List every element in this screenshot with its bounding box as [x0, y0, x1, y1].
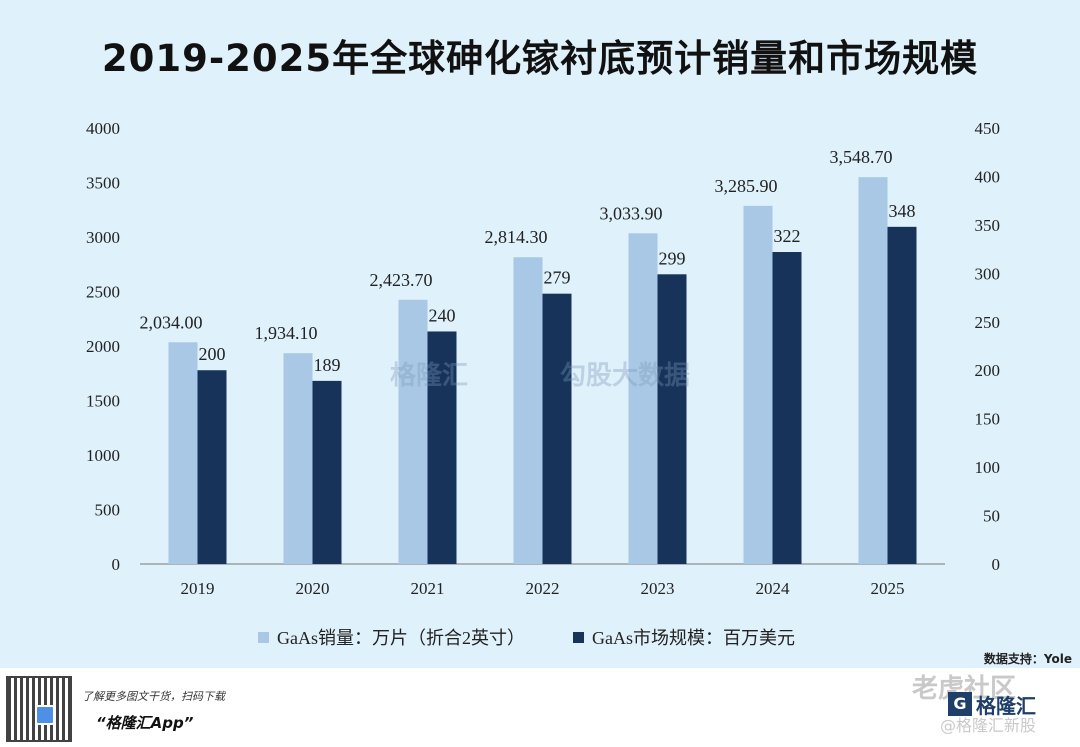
data-label-market: 200	[199, 344, 226, 364]
bar-volume	[628, 233, 658, 564]
x-tick-label: 2021	[411, 579, 445, 598]
chart-title: 2019-2025年全球砷化镓衬底预计销量和市场规模	[101, 37, 979, 80]
y-right-tick-label: 400	[975, 167, 1001, 186]
y-left-tick-label: 0	[112, 555, 121, 574]
data-label-market: 240	[429, 305, 456, 325]
bar-volume	[513, 257, 543, 564]
x-tick-label: 2023	[641, 579, 675, 598]
legend-item-market: GaAs市场规模：百万美元	[573, 624, 795, 650]
data-label-market: 279	[544, 268, 571, 288]
bar-market	[312, 380, 342, 564]
x-tick-label: 2022	[526, 579, 560, 598]
watermark-handle: @格隆汇新股	[940, 716, 1037, 735]
y-left-tick-label: 1000	[86, 446, 120, 465]
watermark-gelonghui: 格隆汇	[390, 361, 469, 391]
y-left-tick-label: 500	[95, 501, 121, 520]
footer-banner: 了解更多图文干货，扫码下载 “格隆汇App”	[0, 668, 1080, 747]
y-right-tick-label: 450	[975, 119, 1001, 138]
bar-volume	[858, 177, 888, 564]
y-right-tick-label: 200	[975, 361, 1001, 380]
y-left-tick-label: 2000	[86, 337, 120, 356]
watermark-gougu: 勾股大数据	[560, 361, 691, 391]
y-right-tick-label: 300	[975, 264, 1001, 283]
data-label-volume: 2,034.00	[140, 312, 203, 332]
bar-volume	[743, 205, 773, 564]
x-tick-label: 2019	[181, 579, 215, 598]
bar-market	[542, 293, 572, 564]
data-label-market: 322	[774, 226, 801, 246]
y-left-tick-label: 1500	[86, 392, 120, 411]
chart-legend: GaAs销量：万片（折合2英寸） GaAs市场规模：百万美元	[258, 624, 795, 650]
qr-logo-icon	[35, 705, 55, 725]
bar-volume	[168, 342, 198, 564]
legend-item-volume: GaAs销量：万片（折合2英寸）	[258, 624, 525, 650]
x-tick-label: 2024	[756, 579, 791, 598]
data-label-volume: 2,423.70	[370, 270, 433, 290]
brand-name: 格隆汇	[976, 694, 1036, 718]
data-label-volume: 1,934.10	[255, 323, 318, 343]
y-right-tick-label: 50	[983, 507, 1000, 526]
chart-svg: 0 500 1000 1500 2000 2500 3000 3500 4000 0 50 100 15…	[86, 119, 1001, 598]
y-right-tick-label: 350	[975, 216, 1001, 235]
data-label-volume: 2,814.30	[485, 227, 548, 247]
data-label-market: 189	[314, 355, 341, 375]
bar-market	[427, 331, 457, 564]
data-source: 数据支持：Yole	[983, 652, 1072, 666]
legend-swatch-market	[573, 631, 584, 643]
data-label-market: 348	[889, 201, 916, 221]
y-right-tick-label: 150	[975, 410, 1001, 429]
footer-app-name: “格隆汇App”	[96, 714, 194, 732]
y-left-tick-label: 3500	[86, 174, 120, 193]
footer-promo-text: 了解更多图文干货，扫码下载	[82, 690, 225, 703]
legend-swatch-volume	[258, 631, 269, 643]
bar-market	[197, 370, 227, 564]
legend-label-market: GaAs市场规模：百万美元	[592, 628, 795, 648]
y-left-tick-label: 2500	[86, 283, 120, 302]
y-right-tick-label: 100	[975, 458, 1001, 477]
y-right-tick-label: 250	[975, 313, 1001, 332]
data-label-market: 299	[659, 248, 686, 268]
bar-volume	[398, 299, 428, 564]
brand-logo-icon: G	[948, 692, 972, 716]
y-left-tick-label: 3000	[86, 228, 120, 247]
data-label-volume: 3,285.90	[715, 176, 778, 196]
x-tick-label: 2020	[296, 579, 330, 598]
legend-label-volume: GaAs销量：万片（折合2英寸）	[277, 628, 525, 648]
y-left-tick-label: 4000	[86, 119, 120, 138]
qr-code[interactable]	[6, 676, 72, 742]
y-right-tick-label: 0	[992, 555, 1001, 574]
bar-market	[887, 226, 917, 564]
data-label-volume: 3,548.70	[830, 147, 893, 167]
x-tick-label: 2025	[871, 579, 905, 598]
bar-market	[657, 274, 687, 564]
bar-market	[772, 252, 802, 565]
bar-volume	[283, 353, 313, 564]
data-label-volume: 3,033.90	[600, 203, 663, 223]
